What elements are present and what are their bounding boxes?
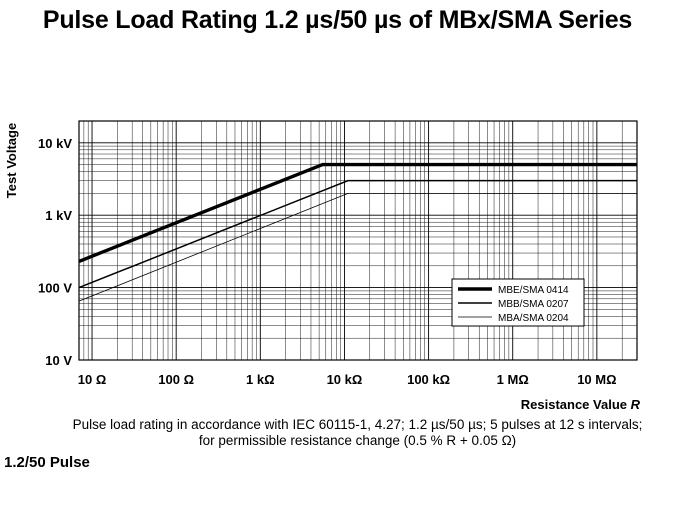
chart-series <box>78 162 637 302</box>
x-axis-label-text: Resistance Value <box>521 397 631 410</box>
x-axis-label: Resistance Value R <box>521 397 641 410</box>
x-tick-label: 10 Ω <box>78 372 107 387</box>
x-tick-label: 1 MΩ <box>497 372 529 387</box>
y-tick-label: 1 kV <box>45 208 72 223</box>
x-axis-ticks: 10 Ω 100 Ω 1 kΩ 10 kΩ 100 kΩ 1 MΩ 10 MΩ <box>78 372 617 387</box>
y-tick-label: 10 kV <box>38 136 72 151</box>
plot-frame <box>78 120 638 361</box>
series-line-3 <box>78 192 637 302</box>
x-tick-label: 10 kΩ <box>327 372 363 387</box>
series-line-1 <box>78 162 637 263</box>
y-tick-label: 100 V <box>38 281 72 296</box>
series-line-2 <box>78 179 637 289</box>
x-tick-label: 100 Ω <box>158 372 194 387</box>
subheading: 1.2/50 Pulse <box>4 454 90 471</box>
caption-line-1: Pulse load rating in accordance with IEC… <box>72 417 643 432</box>
legend-label-3: MBA/SMA 0204 <box>498 313 569 324</box>
x-tick-label: 10 MΩ <box>577 372 616 387</box>
y-axis-label: Test Voltage <box>4 123 19 198</box>
legend-label-1: MBE/SMA 0414 <box>498 285 569 296</box>
x-tick-label: 1 kΩ <box>246 372 275 387</box>
caption-line-2: for permissible resistance change (0.5 %… <box>198 433 517 448</box>
x-axis-label-symbol: R <box>631 397 641 410</box>
legend-label-2: MBB/SMA 0207 <box>498 299 569 310</box>
y-axis-ticks: 10 V 100 V 1 kV 10 kV <box>38 136 72 368</box>
y-tick-label: 10 V <box>45 353 72 368</box>
slide-title: Pulse Load Rating 1.2 µs/50 µs of MBx/SM… <box>42 6 633 34</box>
chart-legend: MBE/SMA 0414 MBB/SMA 0207 MBA/SMA 0204 <box>451 278 585 327</box>
x-tick-label: 100 kΩ <box>407 372 450 387</box>
